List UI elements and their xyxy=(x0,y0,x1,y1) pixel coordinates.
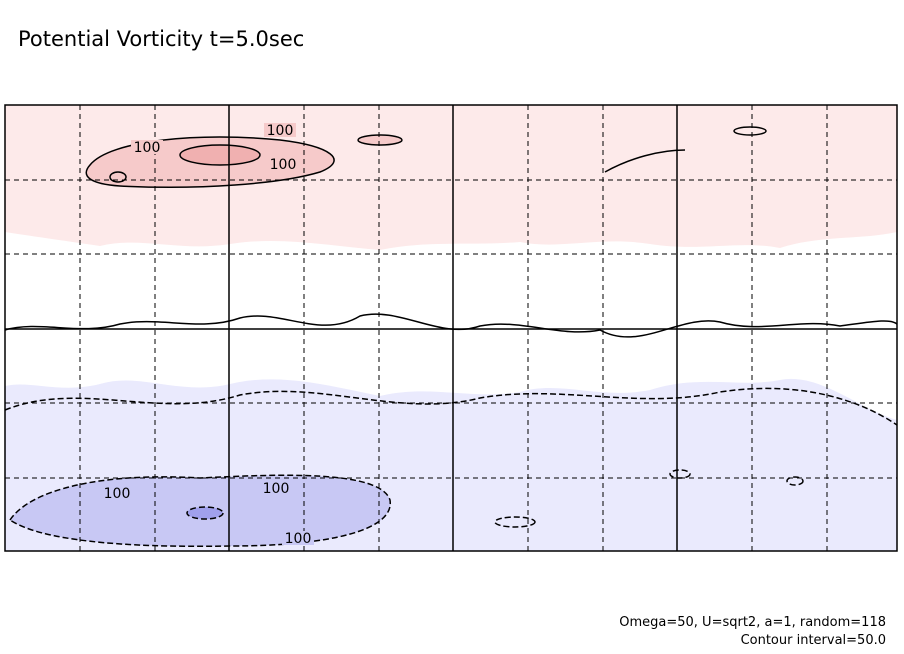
contour-label: 100 xyxy=(285,531,312,547)
caption-line: Contour interval=50.0 xyxy=(741,633,886,648)
contour-label-bg xyxy=(131,140,163,154)
contour-label-bg xyxy=(260,481,292,495)
dashed-grid xyxy=(5,105,897,551)
contour-label: 100 xyxy=(270,157,297,173)
plot-area xyxy=(4,104,898,552)
contour-label: 100 xyxy=(267,123,294,139)
contour-label: 100 xyxy=(104,486,131,502)
contour-label-bg xyxy=(101,486,133,500)
contour-label-bg xyxy=(264,123,296,137)
caption-line: Omega=50, U=sqrt2, a=1, random=118 xyxy=(619,615,886,630)
contour-label-bg xyxy=(282,531,314,545)
title: Potential Vorticity t=5.0sec xyxy=(18,27,304,51)
contour-label: 100 xyxy=(263,481,290,497)
plot-frame xyxy=(4,104,898,552)
contour-label: 100 xyxy=(134,140,161,156)
solid-grid xyxy=(5,105,897,551)
contour-label-bg xyxy=(267,157,299,171)
